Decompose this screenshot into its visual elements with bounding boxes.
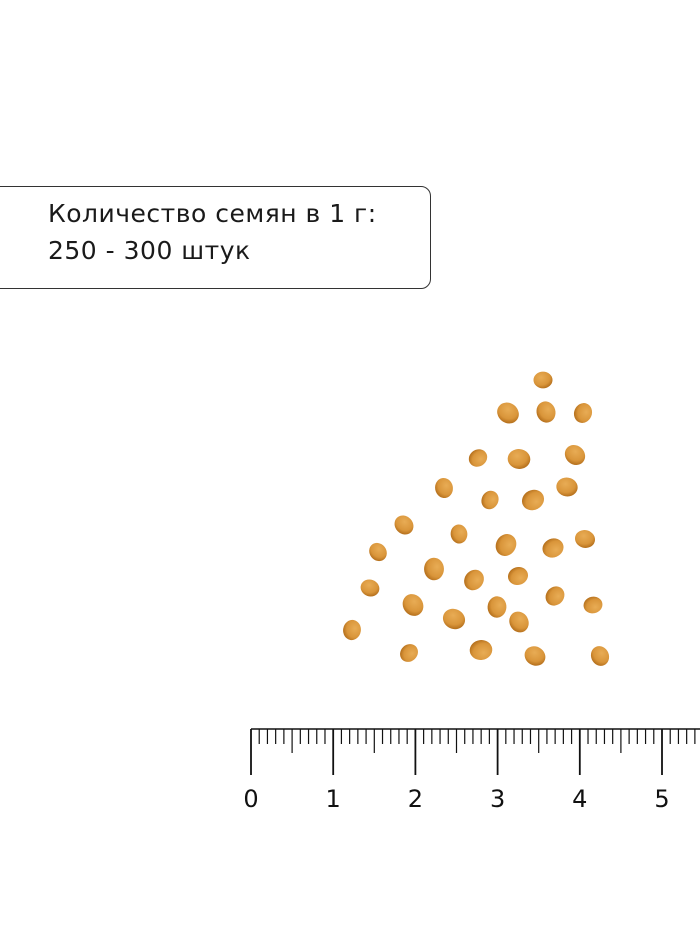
seed (573, 403, 593, 423)
seed (360, 579, 380, 597)
ruler-label: 3 (490, 785, 505, 813)
seed (524, 646, 546, 666)
seed (542, 538, 564, 558)
seed (521, 489, 545, 511)
seed-count-info-box (0, 186, 431, 289)
seed (545, 586, 565, 606)
seed (574, 530, 596, 548)
seed (495, 534, 517, 556)
seed (533, 371, 553, 389)
seed (402, 594, 424, 616)
ruler-label: 5 (654, 785, 669, 813)
seed (464, 569, 484, 591)
seed-count-label: Количество семян в 1 г: (48, 199, 377, 228)
seed (343, 619, 361, 641)
seed (556, 477, 578, 497)
ruler-label: 1 (326, 785, 341, 813)
seed (564, 444, 586, 466)
seed (435, 477, 453, 499)
ruler-label: 0 (243, 785, 258, 813)
seed (507, 567, 529, 585)
ruler-label: 2 (408, 785, 423, 813)
seed-count-value: 250 - 300 штук (48, 236, 251, 265)
seed (394, 515, 414, 535)
seed (497, 402, 519, 424)
seed (369, 542, 387, 562)
seed (590, 646, 610, 666)
seed (509, 611, 529, 633)
seed (507, 449, 531, 469)
ruler-label: 4 (572, 785, 587, 813)
seed (442, 608, 466, 630)
seed (536, 401, 556, 423)
seed (400, 644, 418, 662)
seed (481, 490, 499, 510)
seed (487, 596, 507, 618)
seed (450, 524, 468, 544)
seed (583, 596, 603, 614)
seed (469, 640, 493, 660)
seed (468, 449, 488, 467)
seed (424, 557, 444, 581)
